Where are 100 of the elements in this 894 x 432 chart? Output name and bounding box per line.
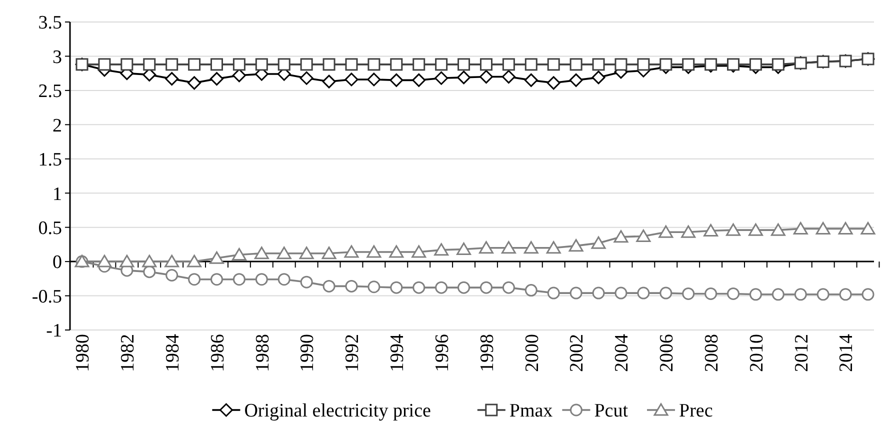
point — [569, 73, 583, 87]
point — [682, 287, 695, 300]
point — [658, 225, 674, 238]
point — [434, 71, 448, 85]
point — [164, 254, 180, 268]
point — [435, 58, 448, 71]
point — [412, 245, 426, 258]
x-tick-label: 2006 — [656, 334, 678, 372]
point — [502, 281, 515, 294]
x-tick-label: 1984 — [162, 334, 184, 372]
point — [142, 254, 157, 268]
point — [704, 224, 718, 237]
point — [570, 286, 582, 300]
x-tick-label: 1994 — [387, 334, 408, 372]
x-tick-label: 1998 — [476, 334, 498, 372]
point — [524, 58, 538, 71]
point — [592, 58, 605, 71]
point — [816, 288, 830, 301]
point — [278, 273, 290, 286]
y-tick-label: -1 — [46, 320, 62, 342]
point — [660, 58, 672, 71]
point — [278, 58, 290, 71]
point — [345, 280, 358, 292]
point — [568, 239, 584, 252]
point — [255, 273, 268, 286]
legend-label: Prec — [679, 400, 713, 422]
point — [344, 72, 358, 86]
point — [209, 251, 224, 264]
point — [480, 58, 492, 71]
x-tick-label: 2010 — [746, 334, 768, 372]
point — [480, 281, 492, 294]
point — [570, 58, 582, 71]
point — [188, 273, 201, 286]
point — [772, 58, 784, 71]
legend-label: Pcut — [594, 400, 629, 422]
point — [749, 58, 762, 71]
point — [704, 287, 718, 300]
point — [546, 76, 560, 90]
legend-label: Pmax — [509, 400, 554, 422]
x-tick-label: 2008 — [701, 334, 722, 372]
point — [770, 223, 786, 236]
point — [524, 73, 538, 87]
point — [344, 245, 359, 258]
x-tick-label: 2014 — [836, 334, 858, 372]
point — [98, 58, 111, 71]
point — [458, 58, 470, 71]
y-tick-label: 0.5 — [38, 218, 62, 239]
point — [389, 245, 404, 258]
point — [838, 222, 853, 234]
point — [143, 58, 156, 71]
point — [435, 281, 448, 294]
point — [210, 58, 223, 71]
point — [637, 58, 650, 71]
x-tick-label: 1986 — [207, 334, 228, 372]
point — [591, 236, 606, 249]
point — [592, 286, 605, 300]
x-tick-label: 1988 — [252, 334, 274, 372]
x-tick-label: 2002 — [566, 334, 588, 372]
point — [614, 230, 628, 243]
point — [547, 58, 560, 71]
x-tick-label: 1980 — [72, 334, 94, 372]
point — [299, 246, 314, 260]
point — [682, 58, 695, 71]
point — [749, 288, 762, 301]
point — [524, 284, 538, 297]
legend-label: Original electricity price — [244, 400, 431, 422]
x-tick-label: 1996 — [432, 334, 453, 372]
y-tick-label: 3 — [52, 46, 62, 68]
point — [300, 276, 313, 288]
point — [255, 58, 268, 71]
point — [188, 76, 202, 90]
point — [839, 288, 852, 301]
point — [862, 288, 874, 301]
point — [143, 266, 156, 278]
point — [636, 229, 651, 242]
y-tick-label: 3.5 — [38, 12, 62, 34]
point — [254, 246, 269, 260]
point — [524, 241, 538, 254]
point — [727, 287, 740, 300]
point — [458, 281, 470, 294]
point — [368, 58, 380, 71]
point — [860, 222, 876, 234]
point — [188, 58, 201, 71]
x-tick-label: 1982 — [118, 334, 139, 372]
y-tick-label: -0.5 — [32, 286, 62, 308]
point — [166, 268, 178, 282]
point — [322, 280, 336, 292]
point — [368, 280, 380, 294]
point — [165, 72, 179, 86]
y-tick-label: 1.5 — [38, 150, 62, 171]
x-tick-label: 1992 — [342, 334, 364, 372]
point — [390, 58, 403, 71]
point — [412, 281, 426, 294]
point — [390, 281, 403, 294]
point — [726, 223, 741, 236]
point — [501, 241, 516, 254]
point — [479, 70, 493, 84]
point — [120, 254, 134, 268]
point — [390, 73, 404, 87]
point — [502, 58, 515, 71]
